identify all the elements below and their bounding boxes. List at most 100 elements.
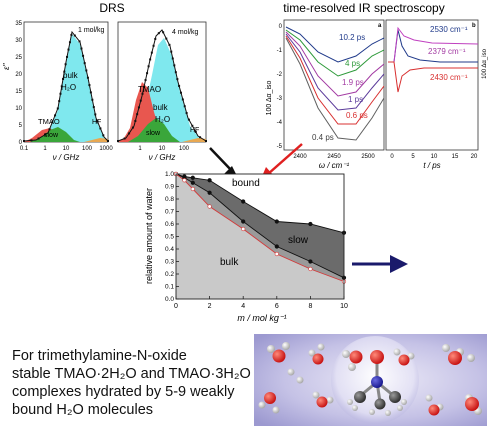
drs-left-data-point bbox=[23, 140, 25, 142]
drs-ytick-2: 10 bbox=[15, 106, 22, 112]
drs-left-bulk-area bbox=[24, 34, 108, 142]
ir-panel-a: a 10.2 ps 4 ps 1.9 ps 1 ps 0.6 ps 0.4 ps… bbox=[266, 19, 385, 170]
main-y-tick-label: 0.5 bbox=[165, 234, 174, 241]
water-molecules bbox=[258, 342, 482, 416]
drs-left-data-point bbox=[43, 133, 46, 136]
water-fraction-chart: 0 2 4 6 8 10 0.0 0.1 0.2 0.3 0.4 0.5 0.6 0.7 0.8 0.9 1.… bbox=[144, 171, 348, 323]
drs-right-data-point bbox=[178, 84, 181, 87]
drs-left-slow-label: slow bbox=[44, 132, 59, 139]
main-ylabel: relative amount of water bbox=[144, 188, 154, 284]
main-y-tick-label: 1.0 bbox=[165, 171, 174, 178]
drs-right-data-point bbox=[205, 140, 207, 142]
caption-line-1: For trimethylamine-N-oxide bbox=[12, 348, 187, 364]
drs-right-slow-area bbox=[128, 118, 180, 142]
drs-right-data-point bbox=[152, 44, 155, 47]
molecule-illustration bbox=[254, 334, 487, 426]
ir-a-label-0-6ps: 0.6 ps bbox=[346, 111, 368, 120]
ir-a-xtick-1: 2450 bbox=[327, 154, 341, 160]
drs-left-data-point bbox=[82, 54, 85, 57]
water-molecule bbox=[287, 368, 304, 384]
ir-a-label-10ps: 10.2 ps bbox=[339, 33, 365, 42]
drs-left-data-point bbox=[62, 77, 65, 80]
drs-panel-right: 4 mol/kg TMAO bulk H₂O slow HF ν / GHz 1… bbox=[117, 21, 207, 162]
drs-right-data-point bbox=[117, 140, 119, 142]
drs-right-data-point bbox=[194, 130, 197, 133]
drs-right-data-point bbox=[141, 92, 144, 95]
region-label-bulk: bulk bbox=[220, 257, 239, 268]
water-molecule bbox=[312, 391, 334, 408]
slow-region bbox=[176, 174, 344, 282]
drs-left-data-points bbox=[23, 33, 109, 142]
drs-left-data-point bbox=[92, 106, 95, 109]
drs-right-xtick-2: 10 bbox=[159, 146, 166, 152]
drs-left-data-point bbox=[66, 55, 69, 58]
ir-a-xtick-0: 2400 bbox=[293, 154, 307, 160]
drs-panel-left: 1 mol/kg bulk H₂O TMAO slow HF ε'' ν / G… bbox=[2, 21, 113, 162]
drs-right-data-point bbox=[199, 136, 202, 139]
drs-right-data-point bbox=[170, 50, 173, 53]
ir-b-label-2530: 2530 cm⁻¹ bbox=[430, 25, 468, 34]
drs-left-xtick-2: 10 bbox=[63, 146, 70, 152]
main-y-tick-label: 0.3 bbox=[165, 259, 174, 266]
water-molecule bbox=[425, 394, 444, 416]
drs-right-h2o-label: H₂O bbox=[155, 115, 170, 124]
ir-a-curve-0-4ps bbox=[285, 37, 385, 141]
drs-left-data-point bbox=[59, 92, 62, 95]
ir-b-curve-2430 bbox=[388, 61, 478, 93]
water-molecule bbox=[465, 394, 482, 415]
drs-right-data-point bbox=[176, 78, 179, 81]
bulk-slow-point bbox=[207, 204, 212, 209]
drs-left-data-point bbox=[99, 127, 102, 130]
drs-left-data-point bbox=[88, 84, 91, 87]
drs-left-xlabel: ν / GHz bbox=[53, 153, 80, 162]
drs-left-tmao-label: TMAO bbox=[38, 117, 60, 126]
slow-bound-point bbox=[207, 190, 212, 195]
bound-upper-point bbox=[308, 221, 313, 227]
drs-left-hf-label: HF bbox=[92, 119, 101, 126]
drs-left-data-point bbox=[60, 85, 63, 88]
heading-drs: DRS bbox=[99, 1, 124, 15]
ir-a-ytick-5: -5 bbox=[277, 144, 283, 150]
drs-left-slow-area bbox=[30, 127, 80, 142]
drs-right-data-point bbox=[173, 64, 176, 67]
drs-right-data-point bbox=[157, 32, 160, 35]
drs-right-data-points bbox=[117, 31, 207, 142]
drs-left-xtick-4: 1000 bbox=[99, 146, 113, 152]
drs-right-xtick-3: 100 bbox=[179, 146, 190, 152]
drs-left-data-point bbox=[80, 47, 83, 50]
ir-a-label-0-4ps: 0.4 ps bbox=[312, 133, 334, 142]
drs-right-bulk-area bbox=[118, 38, 206, 142]
ir-b-tag: b bbox=[472, 23, 476, 29]
ir-a-label-1-9ps: 1.9 ps bbox=[342, 78, 364, 87]
drs-right-data-point bbox=[146, 72, 149, 75]
main-y-tick-label: 0.4 bbox=[165, 246, 174, 253]
slow-bound-point bbox=[241, 219, 246, 224]
drs-left-data-point bbox=[73, 34, 76, 37]
drs-ytick-7: 35 bbox=[15, 21, 22, 27]
drs-left-data-point bbox=[63, 70, 66, 73]
water-molecule bbox=[342, 350, 363, 371]
main-y-tick-label: 0.6 bbox=[165, 221, 174, 228]
drs-right-hf-area bbox=[182, 138, 206, 142]
ir-panel-b: b 2530 cm⁻¹ 2379 cm⁻¹ 2430 cm⁻¹ 0 5 10 1… bbox=[385, 19, 488, 170]
main-x-tick-label: 4 bbox=[241, 303, 245, 310]
bulk-slow-point bbox=[182, 178, 187, 183]
drs-ytick-5: 25 bbox=[15, 55, 22, 61]
drs-left-data-point bbox=[64, 63, 67, 66]
drs-right-data-point bbox=[139, 99, 142, 102]
drs-left-data-point bbox=[54, 114, 57, 117]
drs-right-data-point bbox=[137, 106, 140, 109]
ir-b-ylabel: 100 Δα_iso bbox=[482, 48, 488, 78]
drs-left-data-point bbox=[37, 137, 40, 140]
water-molecule bbox=[393, 348, 415, 366]
drs-left-data-point bbox=[56, 107, 59, 110]
drs-ytick-3: 15 bbox=[15, 89, 22, 95]
ir-a-curve-0-6ps bbox=[285, 35, 385, 125]
drs-left-data-point bbox=[85, 69, 88, 72]
water-molecule bbox=[308, 343, 325, 365]
drs-left-data-point bbox=[68, 41, 71, 44]
drs-left-data-point bbox=[96, 120, 99, 123]
drs-right-data-point bbox=[150, 51, 153, 54]
drs-left-data-point bbox=[86, 76, 89, 79]
drs-right-data-point bbox=[183, 105, 186, 108]
